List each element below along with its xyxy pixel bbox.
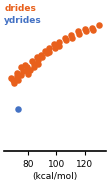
Point xyxy=(26,66,28,69)
Point xyxy=(85,30,87,33)
Point xyxy=(27,70,29,73)
Point xyxy=(58,40,60,43)
Text: drides: drides xyxy=(4,4,36,13)
Point xyxy=(77,30,78,33)
Point xyxy=(54,47,56,50)
Point xyxy=(33,62,35,65)
Point xyxy=(20,66,22,69)
Point xyxy=(84,27,86,30)
Point xyxy=(17,107,19,110)
Point xyxy=(65,39,67,42)
Point xyxy=(36,56,38,59)
Point xyxy=(22,70,23,73)
Point xyxy=(37,58,39,61)
Point xyxy=(32,60,33,63)
Point xyxy=(41,56,43,59)
Point xyxy=(17,79,19,82)
X-axis label: (kcal/mol): (kcal/mol) xyxy=(32,172,78,181)
Point xyxy=(33,66,35,69)
Point xyxy=(78,33,80,36)
Point xyxy=(53,43,54,46)
Point xyxy=(12,79,14,82)
Point xyxy=(24,63,26,66)
Point xyxy=(16,71,18,74)
Point xyxy=(27,72,29,75)
Point xyxy=(10,76,12,79)
Point xyxy=(20,74,22,77)
Point xyxy=(92,29,94,32)
Point xyxy=(40,53,42,56)
Point xyxy=(64,36,66,39)
Point xyxy=(70,34,71,37)
Point xyxy=(58,44,60,47)
Point xyxy=(46,52,47,55)
Point xyxy=(71,36,73,39)
Point xyxy=(98,23,100,26)
Point xyxy=(16,75,18,78)
Point xyxy=(49,47,50,50)
Point xyxy=(91,26,93,29)
Point xyxy=(29,68,30,71)
Point xyxy=(44,49,46,52)
Text: ydrides: ydrides xyxy=(4,16,42,26)
Point xyxy=(37,62,39,65)
Point xyxy=(49,51,50,53)
Point xyxy=(13,81,15,84)
